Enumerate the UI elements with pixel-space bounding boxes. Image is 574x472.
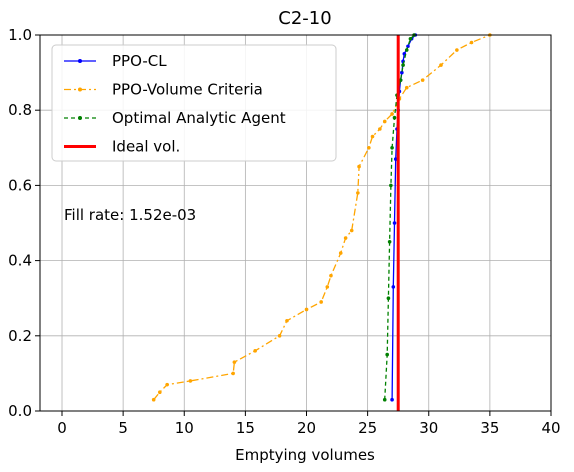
y-tick-label: 0.6	[8, 176, 32, 194]
data-point	[390, 112, 394, 116]
data-point	[329, 273, 333, 278]
data-point	[325, 285, 330, 289]
data-point	[188, 379, 193, 383]
data-point	[370, 134, 375, 139]
x-tick-label: 35	[480, 419, 499, 437]
data-point	[151, 397, 156, 402]
y-tick-label: 0.0	[8, 402, 32, 420]
series-optimal-analytic-agent	[382, 33, 416, 402]
data-point	[367, 146, 371, 150]
data-point	[319, 300, 323, 304]
data-point	[382, 397, 387, 402]
data-point	[408, 36, 413, 41]
x-tick-label: 40	[541, 419, 560, 437]
data-point	[392, 115, 397, 120]
x-tick-label: 10	[175, 419, 194, 437]
data-point	[343, 236, 348, 240]
fill-rate-annotation: Fill rate: 1.52e-03	[64, 206, 196, 224]
data-point	[158, 390, 162, 395]
data-point	[392, 221, 397, 225]
data-point	[349, 228, 354, 233]
x-tick-label: 25	[358, 419, 377, 437]
data-point	[277, 334, 282, 338]
data-point	[391, 285, 396, 289]
legend-label: PPO-Volume Criteria	[112, 81, 263, 99]
data-point	[285, 318, 289, 323]
data-point	[404, 85, 409, 90]
legend-label: Ideal vol.	[112, 138, 180, 156]
data-point	[253, 349, 257, 353]
x-tick-label: 30	[419, 419, 438, 437]
x-tick-label: 0	[57, 419, 67, 437]
series-line	[153, 34, 491, 401]
data-point	[400, 70, 404, 75]
x-axis-label: Emptying volumes	[235, 446, 375, 464]
legend-marker	[78, 59, 82, 63]
ticks: 0 5 10 15 20 25 30 35 40 0.0 0.2 0.4 0.6 0.8 1.0	[8, 26, 560, 437]
legend-marker	[78, 116, 82, 120]
y-tick-label: 0.8	[8, 101, 32, 119]
legend-item-ppo-volume-criteria: PPO-Volume Criteria	[64, 81, 263, 99]
data-point	[390, 146, 394, 150]
legend-marker	[78, 87, 82, 92]
data-point	[165, 382, 169, 387]
legend-label: PPO-CL	[112, 52, 167, 70]
data-point	[455, 48, 459, 52]
y-tick-label: 1.0	[8, 26, 32, 44]
data-point	[231, 371, 235, 376]
data-point	[390, 397, 394, 402]
data-point	[382, 119, 387, 124]
y-tick-label: 0.4	[8, 252, 32, 270]
data-point	[385, 352, 389, 357]
data-point	[304, 307, 309, 312]
data-point	[439, 63, 443, 67]
data-point	[356, 191, 360, 195]
data-point	[357, 164, 361, 169]
data-point	[338, 251, 343, 255]
legend-label: Optimal Analytic Agent	[112, 109, 286, 127]
legend-item-ideal-vol: Ideal vol.	[64, 138, 180, 156]
data-point	[404, 48, 409, 52]
data-point	[469, 40, 474, 45]
legend-item-ppo-cl: PPO-CL	[64, 52, 167, 70]
data-point	[389, 183, 393, 188]
data-point	[398, 78, 403, 82]
data-point	[386, 296, 391, 301]
data-point	[232, 360, 237, 364]
legend-item-optimal-analytic-agent: Optimal Analytic Agent	[64, 109, 286, 127]
chart-title: C2-10	[278, 8, 331, 29]
x-tick-label: 15	[236, 419, 255, 437]
data-point	[378, 127, 382, 131]
legend-box	[51, 44, 337, 162]
x-tick-label: 20	[297, 419, 316, 437]
data-point	[387, 240, 392, 244]
legend: PPO-CL PPO-Volume Criteria Optimal Analyti…	[51, 44, 337, 162]
series-layer	[151, 33, 492, 411]
y-tick-label: 0.2	[8, 327, 32, 345]
data-point	[393, 157, 398, 161]
data-point	[420, 78, 425, 82]
series-ppo-volume-criteria	[151, 33, 492, 402]
plot-frame	[39, 34, 552, 412]
x-tick-label: 5	[118, 419, 128, 437]
data-point	[401, 63, 405, 67]
